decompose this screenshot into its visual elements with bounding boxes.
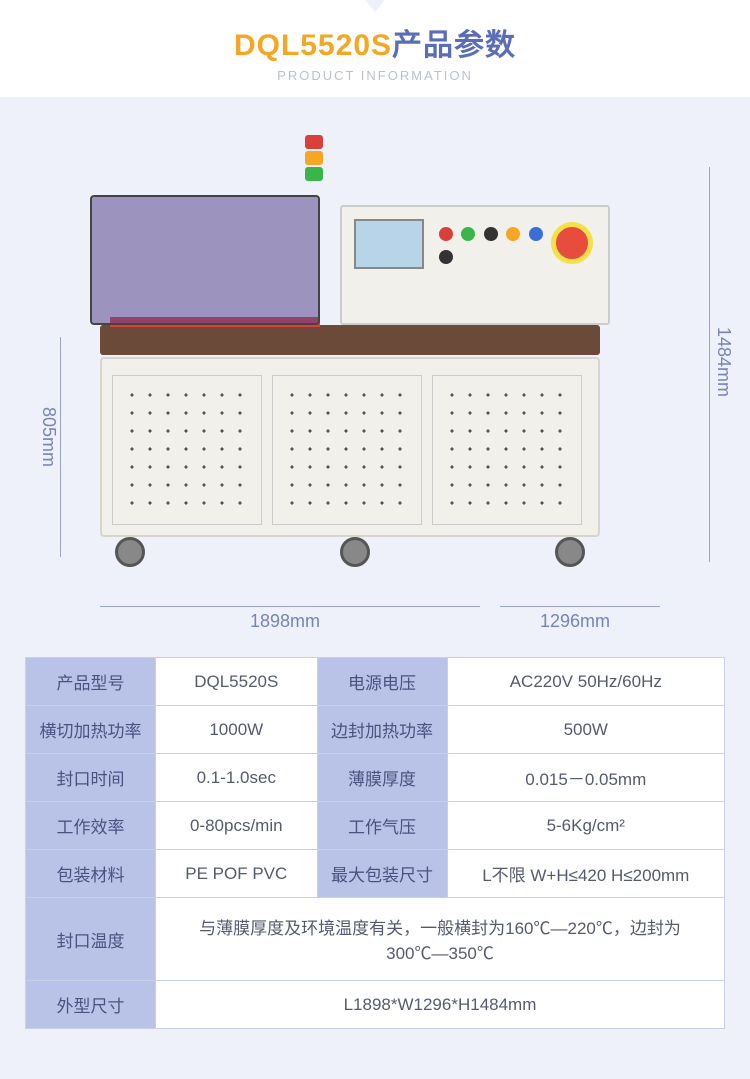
table-row: 包装材料 PE POF PVC 最大包装尺寸 L不限 W+H≤420 H≤200… [26, 850, 725, 898]
panel-btn [506, 227, 520, 241]
spec-label: 产品型号 [26, 658, 156, 706]
control-panel [340, 205, 610, 325]
spec-label: 封口时间 [26, 754, 156, 802]
table-row: 封口温度 与薄膜厚度及环境温度有关，一般横封为160℃—220℃，边封为300℃… [26, 898, 725, 981]
tower-green [305, 167, 323, 181]
panel-btn [439, 250, 453, 264]
dim-line-right [709, 167, 710, 562]
spec-value: AC220V 50Hz/60Hz [447, 658, 724, 706]
tower-red [305, 135, 323, 149]
table-row: 产品型号 DQL5520S 电源电压 AC220V 50Hz/60Hz [26, 658, 725, 706]
table-row: 横切加热功率 1000W 边封加热功率 500W [26, 706, 725, 754]
spec-label: 外型尺寸 [26, 981, 156, 1029]
conveyor-belt [100, 325, 600, 355]
vent-panel [112, 375, 262, 525]
table-row: 封口时间 0.1-1.0sec 薄膜厚度 0.015－0.05mm [26, 754, 725, 802]
spec-value: 与薄膜厚度及环境温度有关，一般横封为160℃—220℃，边封为300℃—350℃ [156, 898, 725, 981]
machine-illustration [100, 167, 600, 567]
panel-btn [461, 227, 475, 241]
spec-label: 最大包装尺寸 [317, 850, 447, 898]
spec-label: 包装材料 [26, 850, 156, 898]
spec-label: 工作效率 [26, 802, 156, 850]
dim-line-left [60, 337, 61, 557]
page-title: DQL5520S产品参数 [0, 20, 750, 64]
panel-btn [529, 227, 543, 241]
caster-wheel [555, 537, 585, 567]
spec-value: PE POF PVC [156, 850, 318, 898]
spec-value: 1000W [156, 706, 318, 754]
spec-label: 工作气压 [317, 802, 447, 850]
spec-value: 0-80pcs/min [156, 802, 318, 850]
spec-label: 横切加热功率 [26, 706, 156, 754]
figure-area: 805mm 1484mm 1898mm 1296mm [0, 97, 750, 657]
spec-label: 薄膜厚度 [317, 754, 447, 802]
dim-depth: 1296mm [540, 611, 610, 632]
title-model: DQL5520S [234, 29, 392, 62]
panel-btn [484, 227, 498, 241]
signal-tower [305, 135, 323, 195]
spec-value: 500W [447, 706, 724, 754]
dim-width: 1898mm [250, 611, 320, 632]
title-cn: 产品参数 [392, 29, 516, 62]
vent-panel [432, 375, 582, 525]
touch-screen [354, 219, 424, 269]
table-row: 外型尺寸 L1898*W1296*H1484mm [26, 981, 725, 1029]
spec-value: L不限 W+H≤420 H≤200mm [447, 850, 724, 898]
table-row: 工作效率 0-80pcs/min 工作气压 5-6Kg/cm² [26, 802, 725, 850]
panel-btn [439, 227, 453, 241]
tower-yellow [305, 151, 323, 165]
spec-label: 电源电压 [317, 658, 447, 706]
header: DQL5520S产品参数 PRODUCT INFORMATION [0, 0, 750, 97]
spec-label: 边封加热功率 [317, 706, 447, 754]
panel-buttons [437, 225, 547, 265]
caster-wheel [340, 537, 370, 567]
dim-height-left: 805mm [38, 407, 59, 467]
dim-line-depth [500, 606, 660, 607]
dim-height-right: 1484mm [713, 327, 734, 397]
dim-line-width [100, 606, 480, 607]
caster-wheel [115, 537, 145, 567]
vent-panel [272, 375, 422, 525]
page-subtitle: PRODUCT INFORMATION [0, 68, 750, 83]
spec-value: DQL5520S [156, 658, 318, 706]
spec-label: 封口温度 [26, 898, 156, 981]
emergency-stop [551, 222, 593, 264]
spec-value: 0.015－0.05mm [447, 754, 724, 802]
spec-value: L1898*W1296*H1484mm [156, 981, 725, 1029]
spec-value: 0.1-1.0sec [156, 754, 318, 802]
safety-cover [90, 195, 320, 325]
spec-value: 5-6Kg/cm² [447, 802, 724, 850]
spec-table: 产品型号 DQL5520S 电源电压 AC220V 50Hz/60Hz 横切加热… [25, 657, 725, 1029]
